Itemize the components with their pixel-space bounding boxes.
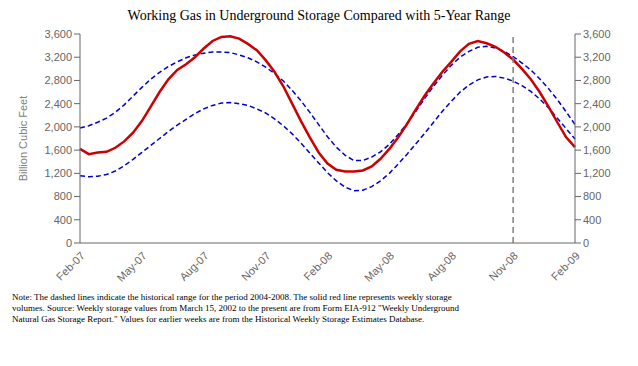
svg-text:3,200: 3,200 [44,51,72,63]
svg-text:May-07: May-07 [114,249,148,283]
svg-text:400: 400 [54,214,72,226]
svg-text:2,400: 2,400 [44,98,72,110]
svg-text:1,200: 1,200 [44,167,72,179]
svg-text:1,600: 1,600 [583,144,611,156]
svg-text:Aug-07: Aug-07 [177,249,211,283]
svg-text:3,600: 3,600 [583,28,611,40]
svg-text:Nov-07: Nov-07 [239,249,273,283]
svg-text:Nov-08: Nov-08 [486,249,520,283]
svg-text:3,200: 3,200 [583,51,611,63]
svg-text:2,000: 2,000 [583,121,611,133]
svg-text:Feb-07: Feb-07 [54,249,87,282]
svg-text:1,200: 1,200 [583,167,611,179]
svg-text:1,600: 1,600 [44,144,72,156]
html-text:Note: The dashed lines indicat: Note: The dashed lines indicate the hist… [12,292,459,324]
svg-text:Billion Cubic Feet: Billion Cubic Feet [17,96,29,182]
svg-text:800: 800 [54,190,72,202]
svg-text:800: 800 [583,190,601,202]
svg-text:May-08: May-08 [362,249,396,283]
svg-text:2,800: 2,800 [44,74,72,86]
svg-text:Feb-08: Feb-08 [301,249,334,282]
svg-text:2,800: 2,800 [583,74,611,86]
html-text:Working Gas in Underground Sto: Working Gas in Underground Storage Compa… [127,8,511,23]
svg-text:Aug-08: Aug-08 [425,249,459,283]
svg-text:400: 400 [583,214,601,226]
svg-text:3,600: 3,600 [44,28,72,40]
svg-text:2,400: 2,400 [583,98,611,110]
svg-text:0: 0 [66,237,72,249]
svg-text:2,000: 2,000 [44,121,72,133]
svg-text:Feb-09: Feb-09 [549,249,582,282]
svg-text:0: 0 [583,237,589,249]
